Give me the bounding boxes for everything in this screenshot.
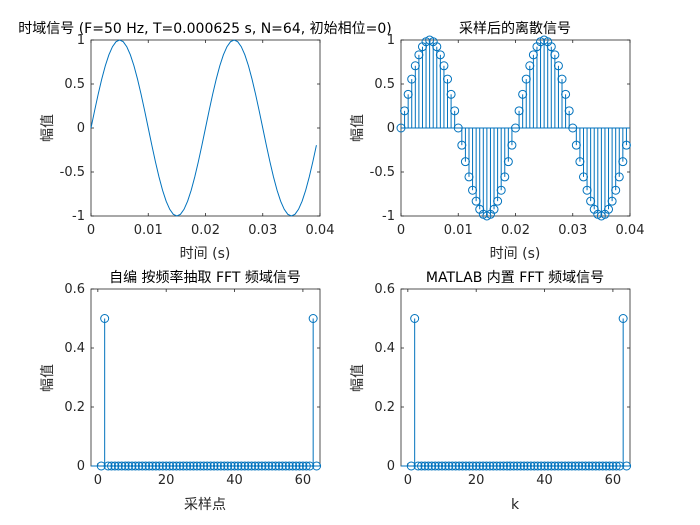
stem-marker xyxy=(439,61,449,71)
stem-marker xyxy=(614,172,624,182)
x-tick-label: 0.03 xyxy=(248,223,277,238)
x-tick-label: 20 xyxy=(468,473,485,488)
stem-marker xyxy=(557,74,567,84)
subplot-matlab-fft: MATLAB 内置 FFT 频域信号 k 幅值 0 20 40 60 0 0.2 0.4 0.… xyxy=(350,270,632,513)
stem-marker xyxy=(446,89,456,99)
stem-marker xyxy=(500,172,510,182)
x-tick-label: 0.03 xyxy=(558,223,587,238)
x-tick-label: 0.04 xyxy=(306,223,335,238)
subplot-2-xlabel: 时间 (s) xyxy=(490,246,541,262)
y-tick-label: -0.5 xyxy=(370,165,395,180)
y-tick-label: 0.4 xyxy=(374,341,395,356)
y-tick-label: -1 xyxy=(72,209,85,224)
x-tick-label: 40 xyxy=(536,473,553,488)
x-tick-label: 0.01 xyxy=(444,223,473,238)
subplot-2-title: 采样后的离散信号 xyxy=(459,20,571,37)
x-tick-label: 0.04 xyxy=(616,223,645,238)
stem-marker xyxy=(618,157,628,167)
subplot-1-xlabel: 时间 (s) xyxy=(180,246,231,262)
y-tick-label: 0 xyxy=(387,121,395,136)
y-tick-label: 0 xyxy=(387,459,395,474)
x-tick-label: 60 xyxy=(295,473,312,488)
stem-marker xyxy=(618,314,628,323)
y-tick-label: 0.4 xyxy=(64,341,85,356)
stem-marker xyxy=(550,50,560,60)
y-tick-label: 0 xyxy=(77,459,85,474)
subplot-1-title: 时域信号 (F=50 Hz, T=0.000625 s, N=64, 初始相位=… xyxy=(18,20,391,37)
x-tick-label: 0.02 xyxy=(501,223,530,238)
stem-marker xyxy=(621,140,631,150)
x-tick-label: 60 xyxy=(605,473,622,488)
subplot-4-xlabel: k xyxy=(511,497,520,513)
stem-marker xyxy=(100,314,110,323)
subplot-time-domain: 时域信号 (F=50 Hz, T=0.000625 s, N=64, 初始相位=… xyxy=(18,20,391,262)
y-tick-label: 0.6 xyxy=(64,282,85,297)
stem-marker xyxy=(604,204,614,214)
y-tick-label: 0 xyxy=(77,121,85,136)
x-tick-label: 0 xyxy=(87,223,95,238)
x-tick-label: 40 xyxy=(226,473,243,488)
x-tick-label: 0.01 xyxy=(134,223,163,238)
stem-marker xyxy=(435,50,445,60)
x-tick-label: 0 xyxy=(404,473,412,488)
y-tick-label: -1 xyxy=(382,209,395,224)
subplot-3-xlabel: 采样点 xyxy=(184,497,226,513)
y-tick-label: 1 xyxy=(77,33,85,48)
y-tick-label: 0.2 xyxy=(374,400,395,415)
subplot-2-ylabel: 幅值 xyxy=(350,114,366,142)
axes-frame xyxy=(90,288,321,467)
stem-marker xyxy=(561,89,571,99)
stem-marker xyxy=(496,185,506,195)
y-tick-label: 0.2 xyxy=(64,400,85,415)
x-tick-label: 0 xyxy=(94,473,102,488)
stem-marker xyxy=(503,157,513,167)
axes-frame xyxy=(400,288,631,467)
x-tick-label: 20 xyxy=(158,473,175,488)
stem-marker xyxy=(607,196,617,206)
stem-marker xyxy=(443,74,453,84)
subplot-1-ylabel: 幅值 xyxy=(40,114,56,142)
x-tick-label: 0 xyxy=(397,223,405,238)
stem-marker xyxy=(553,61,563,71)
subplot-sampled-signal: 采样后的离散信号 时间 (s) 幅值 0 0.01 0.02 0.03 0.04 -1 -0… xyxy=(350,20,644,262)
y-tick-label: 0.5 xyxy=(64,77,85,92)
y-tick-label: -0.5 xyxy=(60,165,85,180)
subplot-custom-fft: 自编 按频率抽取 FFT 频域信号 采样点 幅值 0 20 40 60 0 0.2 0.4 0… xyxy=(40,269,322,513)
stem-marker xyxy=(450,106,460,116)
stem-marker xyxy=(611,185,621,195)
signal-line xyxy=(90,39,317,217)
subplot-3-title: 自编 按频率抽取 FFT 频域信号 xyxy=(109,269,301,286)
stem-marker xyxy=(410,314,420,323)
stem-marker xyxy=(489,204,499,214)
y-tick-label: 0.6 xyxy=(374,282,395,297)
y-tick-label: 1 xyxy=(387,33,395,48)
subplot-4-ylabel: 幅值 xyxy=(350,364,366,392)
stem-marker xyxy=(432,42,442,52)
stem-marker xyxy=(546,42,556,52)
subplot-3-ylabel: 幅值 xyxy=(40,364,56,392)
subplot-4-title: MATLAB 内置 FFT 频域信号 xyxy=(426,270,604,286)
stem-marker xyxy=(507,140,517,150)
stem-marker xyxy=(308,314,318,323)
stem-marker xyxy=(564,106,574,116)
y-tick-label: 0.5 xyxy=(374,77,395,92)
x-tick-label: 0.02 xyxy=(191,223,220,238)
stem-marker xyxy=(493,196,503,206)
